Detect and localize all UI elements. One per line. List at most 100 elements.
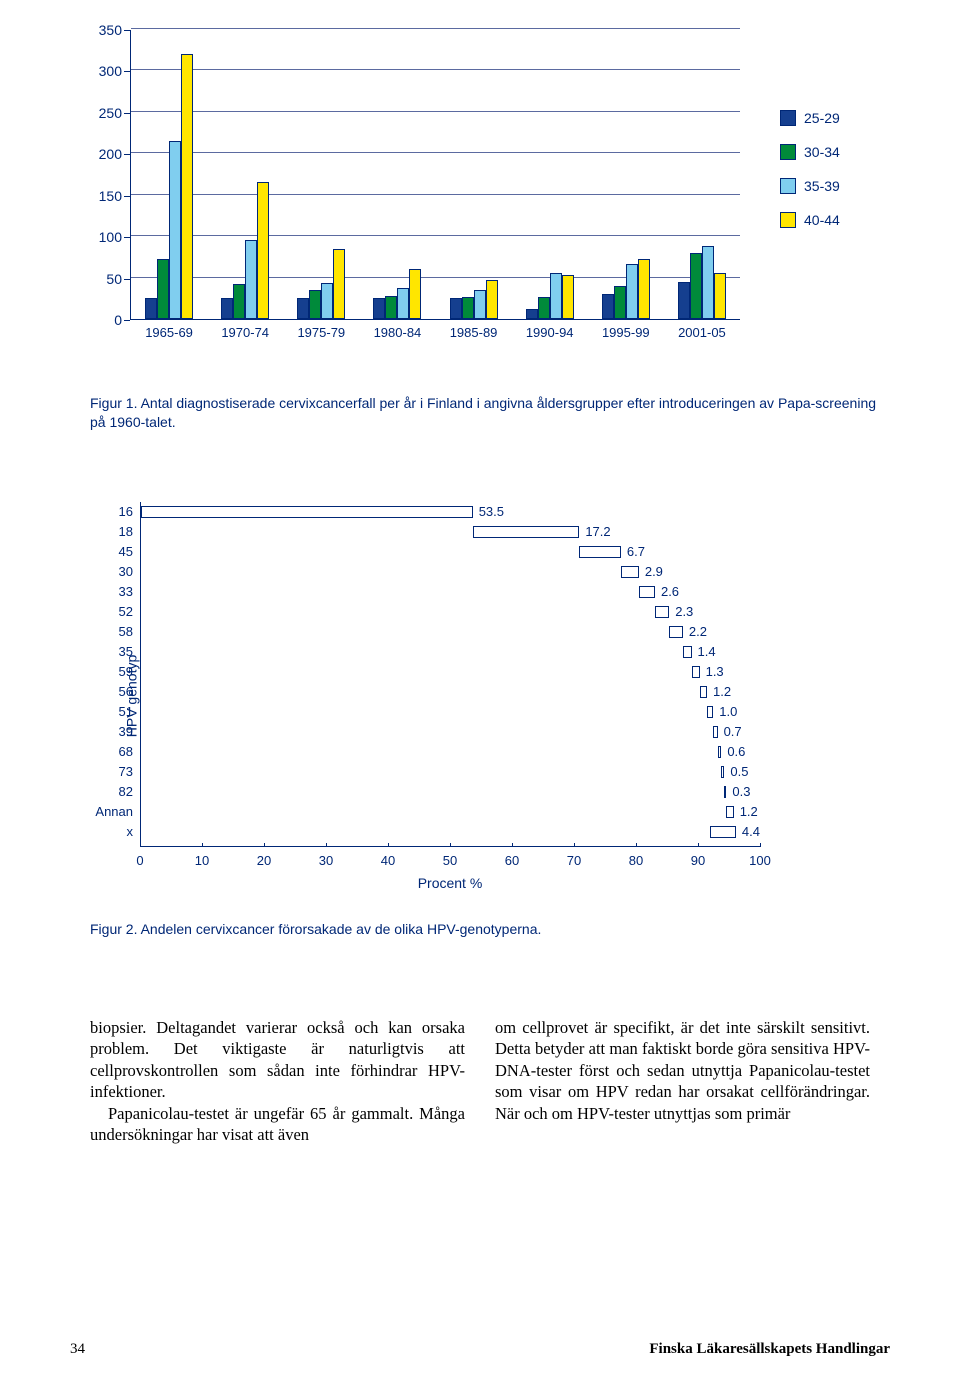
fig2-xtick-label: 100	[749, 853, 771, 868]
legend-swatch	[780, 110, 796, 126]
fig1-bar	[462, 297, 474, 319]
fig1-bar	[678, 282, 690, 319]
fig2-value-label: 1.0	[719, 704, 737, 719]
fig1-bar	[309, 290, 321, 319]
fig1-ytick-label: 0	[90, 312, 122, 328]
fig2-value-label: 0.3	[732, 784, 750, 799]
legend-label: 35-39	[804, 178, 840, 194]
fig1-legend-item: 35-39	[780, 178, 840, 194]
fig1-plot-area: 1965-691970-741975-791980-841985-891990-…	[130, 30, 740, 320]
fig1-legend-item: 40-44	[780, 212, 840, 228]
fig2-xlabel: Procent %	[140, 875, 760, 891]
fig2-bar	[724, 786, 726, 798]
fig2-bar	[718, 746, 722, 758]
fig2-xtick-label: 30	[319, 853, 333, 868]
fig1-group: 1980-84	[359, 30, 435, 319]
fig2-xtick-label: 20	[257, 853, 271, 868]
fig2-row-label: 18	[81, 524, 133, 539]
fig2-row: 302.9	[141, 562, 760, 582]
fig2-row: 1817.2	[141, 522, 760, 542]
fig1-ytick-label: 100	[90, 229, 122, 245]
fig1-bar	[297, 298, 309, 319]
legend-swatch	[780, 144, 796, 160]
fig2-bar	[639, 586, 655, 598]
fig2-row-label: x	[81, 824, 133, 839]
fig2-value-label: 4.4	[742, 824, 760, 839]
fig1-bar	[626, 264, 638, 320]
fig2-bar	[683, 646, 692, 658]
fig2-row-label: 33	[81, 584, 133, 599]
fig2-xtick-label: 10	[195, 853, 209, 868]
fig2-bar	[713, 726, 717, 738]
fig2-row: 522.3	[141, 602, 760, 622]
fig1-group: 1985-89	[436, 30, 512, 319]
fig1-xlabel: 1990-94	[526, 325, 574, 340]
fig2-bar	[141, 506, 473, 518]
fig2-row-label: 16	[81, 504, 133, 519]
fig1-bar	[486, 280, 498, 319]
fig1-bar	[474, 290, 486, 319]
fig2-value-label: 2.6	[661, 584, 679, 599]
fig1-legend-item: 30-34	[780, 144, 840, 160]
fig1-bar	[409, 269, 421, 319]
fig2-xtick-label: 0	[136, 853, 143, 868]
fig2-row-label: 58	[81, 624, 133, 639]
fig2-caption-text: Andelen cervixcancer förorsakade av de o…	[141, 921, 542, 937]
fig2-row: 680.6	[141, 742, 760, 762]
fig2-row-label: Annan	[81, 804, 133, 819]
fig2-xtick-label: 70	[567, 853, 581, 868]
fig2-bar	[700, 686, 707, 698]
fig2-row: x4.4	[141, 822, 760, 842]
fig2-bar	[726, 806, 733, 818]
fig1-bar	[257, 182, 269, 319]
fig2-bar	[692, 666, 700, 678]
fig1-ytick-label: 200	[90, 146, 122, 162]
fig1-bar	[702, 246, 714, 319]
fig1-bar	[538, 297, 550, 319]
fig2-value-label: 2.3	[675, 604, 693, 619]
fig2-row: 561.2	[141, 682, 760, 702]
fig2-value-label: 53.5	[479, 504, 504, 519]
fig2-row: 390.7	[141, 722, 760, 742]
fig1-bar	[526, 309, 538, 319]
fig1-bar	[221, 298, 233, 319]
fig2-row-label: 59	[81, 664, 133, 679]
fig1-bar	[450, 298, 462, 319]
fig2-row: 351.4	[141, 642, 760, 662]
fig2-bar	[707, 706, 713, 718]
fig1-bar	[602, 294, 614, 319]
fig1-ytick-label: 150	[90, 188, 122, 204]
fig2-value-label: 6.7	[627, 544, 645, 559]
fig2-bar	[579, 546, 621, 558]
fig1-group: 1965-69	[131, 30, 207, 319]
fig2-row-label: 51	[81, 704, 133, 719]
fig1-bar	[385, 296, 397, 319]
legend-label: 25-29	[804, 110, 840, 126]
fig1-bar	[321, 283, 333, 319]
fig1-bar	[181, 54, 193, 319]
fig2-xticks: 0102030405060708090100	[140, 847, 760, 871]
fig2-value-label: 0.5	[730, 764, 748, 779]
fig1-bar	[157, 259, 169, 319]
fig1-group: 1970-74	[207, 30, 283, 319]
column-left: biopsier. Deltagandet varierar också och…	[90, 1017, 465, 1146]
fig2-value-label: 0.6	[727, 744, 745, 759]
fig2-row-label: 45	[81, 544, 133, 559]
fig2-row: 456.7	[141, 542, 760, 562]
legend-swatch	[780, 178, 796, 194]
fig2-xtick-label: 80	[629, 853, 643, 868]
fig2-xtick-label: 60	[505, 853, 519, 868]
fig2-value-label: 1.4	[698, 644, 716, 659]
fig1-xlabel: 1980-84	[374, 325, 422, 340]
fig2-value-label: 17.2	[585, 524, 610, 539]
fig1-xlabel: 2001-05	[678, 325, 726, 340]
fig2-row: 582.2	[141, 622, 760, 642]
body-col1: biopsier. Deltagandet varierar också och…	[90, 1017, 465, 1146]
fig2-row: 820.3	[141, 782, 760, 802]
page-number: 34	[70, 1341, 85, 1358]
fig1-caption-label: Figur 1.	[90, 395, 137, 411]
fig2-row: 591.3	[141, 662, 760, 682]
body-col2: om cellprovet är specifikt, är det inte …	[495, 1017, 870, 1124]
journal-title: Finska Läkaresällskapets Handlingar	[649, 1341, 890, 1358]
fig2-row-label: 82	[81, 784, 133, 799]
